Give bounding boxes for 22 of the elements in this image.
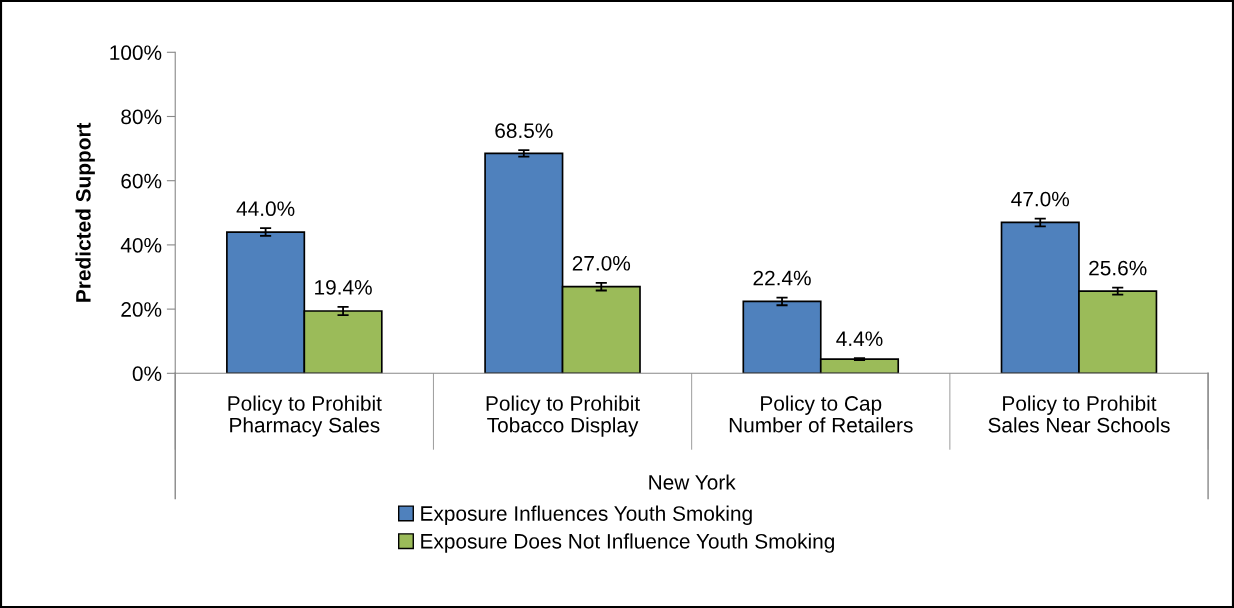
data-label: 27.0% <box>572 255 631 271</box>
y-tick-label: 0% <box>132 366 162 382</box>
data-label: 4.4% <box>836 331 883 346</box>
y-axis-title: Predicted Support <box>75 122 95 302</box>
legend-label: Exposure Influences Youth Smoking <box>421 505 752 526</box>
y-tick-label: 60% <box>121 173 162 189</box>
x-axis-title: New York <box>649 474 736 490</box>
data-label: 19.4% <box>315 279 372 295</box>
legend-label: Exposure Does Not Influence Youth Smoking <box>421 533 834 553</box>
y-tick-label: 100% <box>110 45 162 61</box>
x-tick-label: Policy to Prohibit Sales Near Schools <box>988 395 1170 433</box>
data-label: 47.0% <box>1011 191 1070 207</box>
data-label: 22.4% <box>753 270 811 286</box>
x-tick-label: Policy to Prohibit Tobacco Display <box>486 395 640 437</box>
x-tick-label: Policy to Prohibit Pharmacy Sales <box>228 395 382 437</box>
data-label: 68.5% <box>495 123 553 139</box>
x-tick-label: Policy to Cap Number of Retailers <box>729 395 913 433</box>
y-tick-label: 80% <box>121 109 162 125</box>
data-label: 25.6% <box>1089 260 1147 276</box>
data-label: 44.0% <box>236 201 295 217</box>
y-tick-label: 20% <box>121 302 162 317</box>
y-tick-label: 40% <box>120 237 162 253</box>
